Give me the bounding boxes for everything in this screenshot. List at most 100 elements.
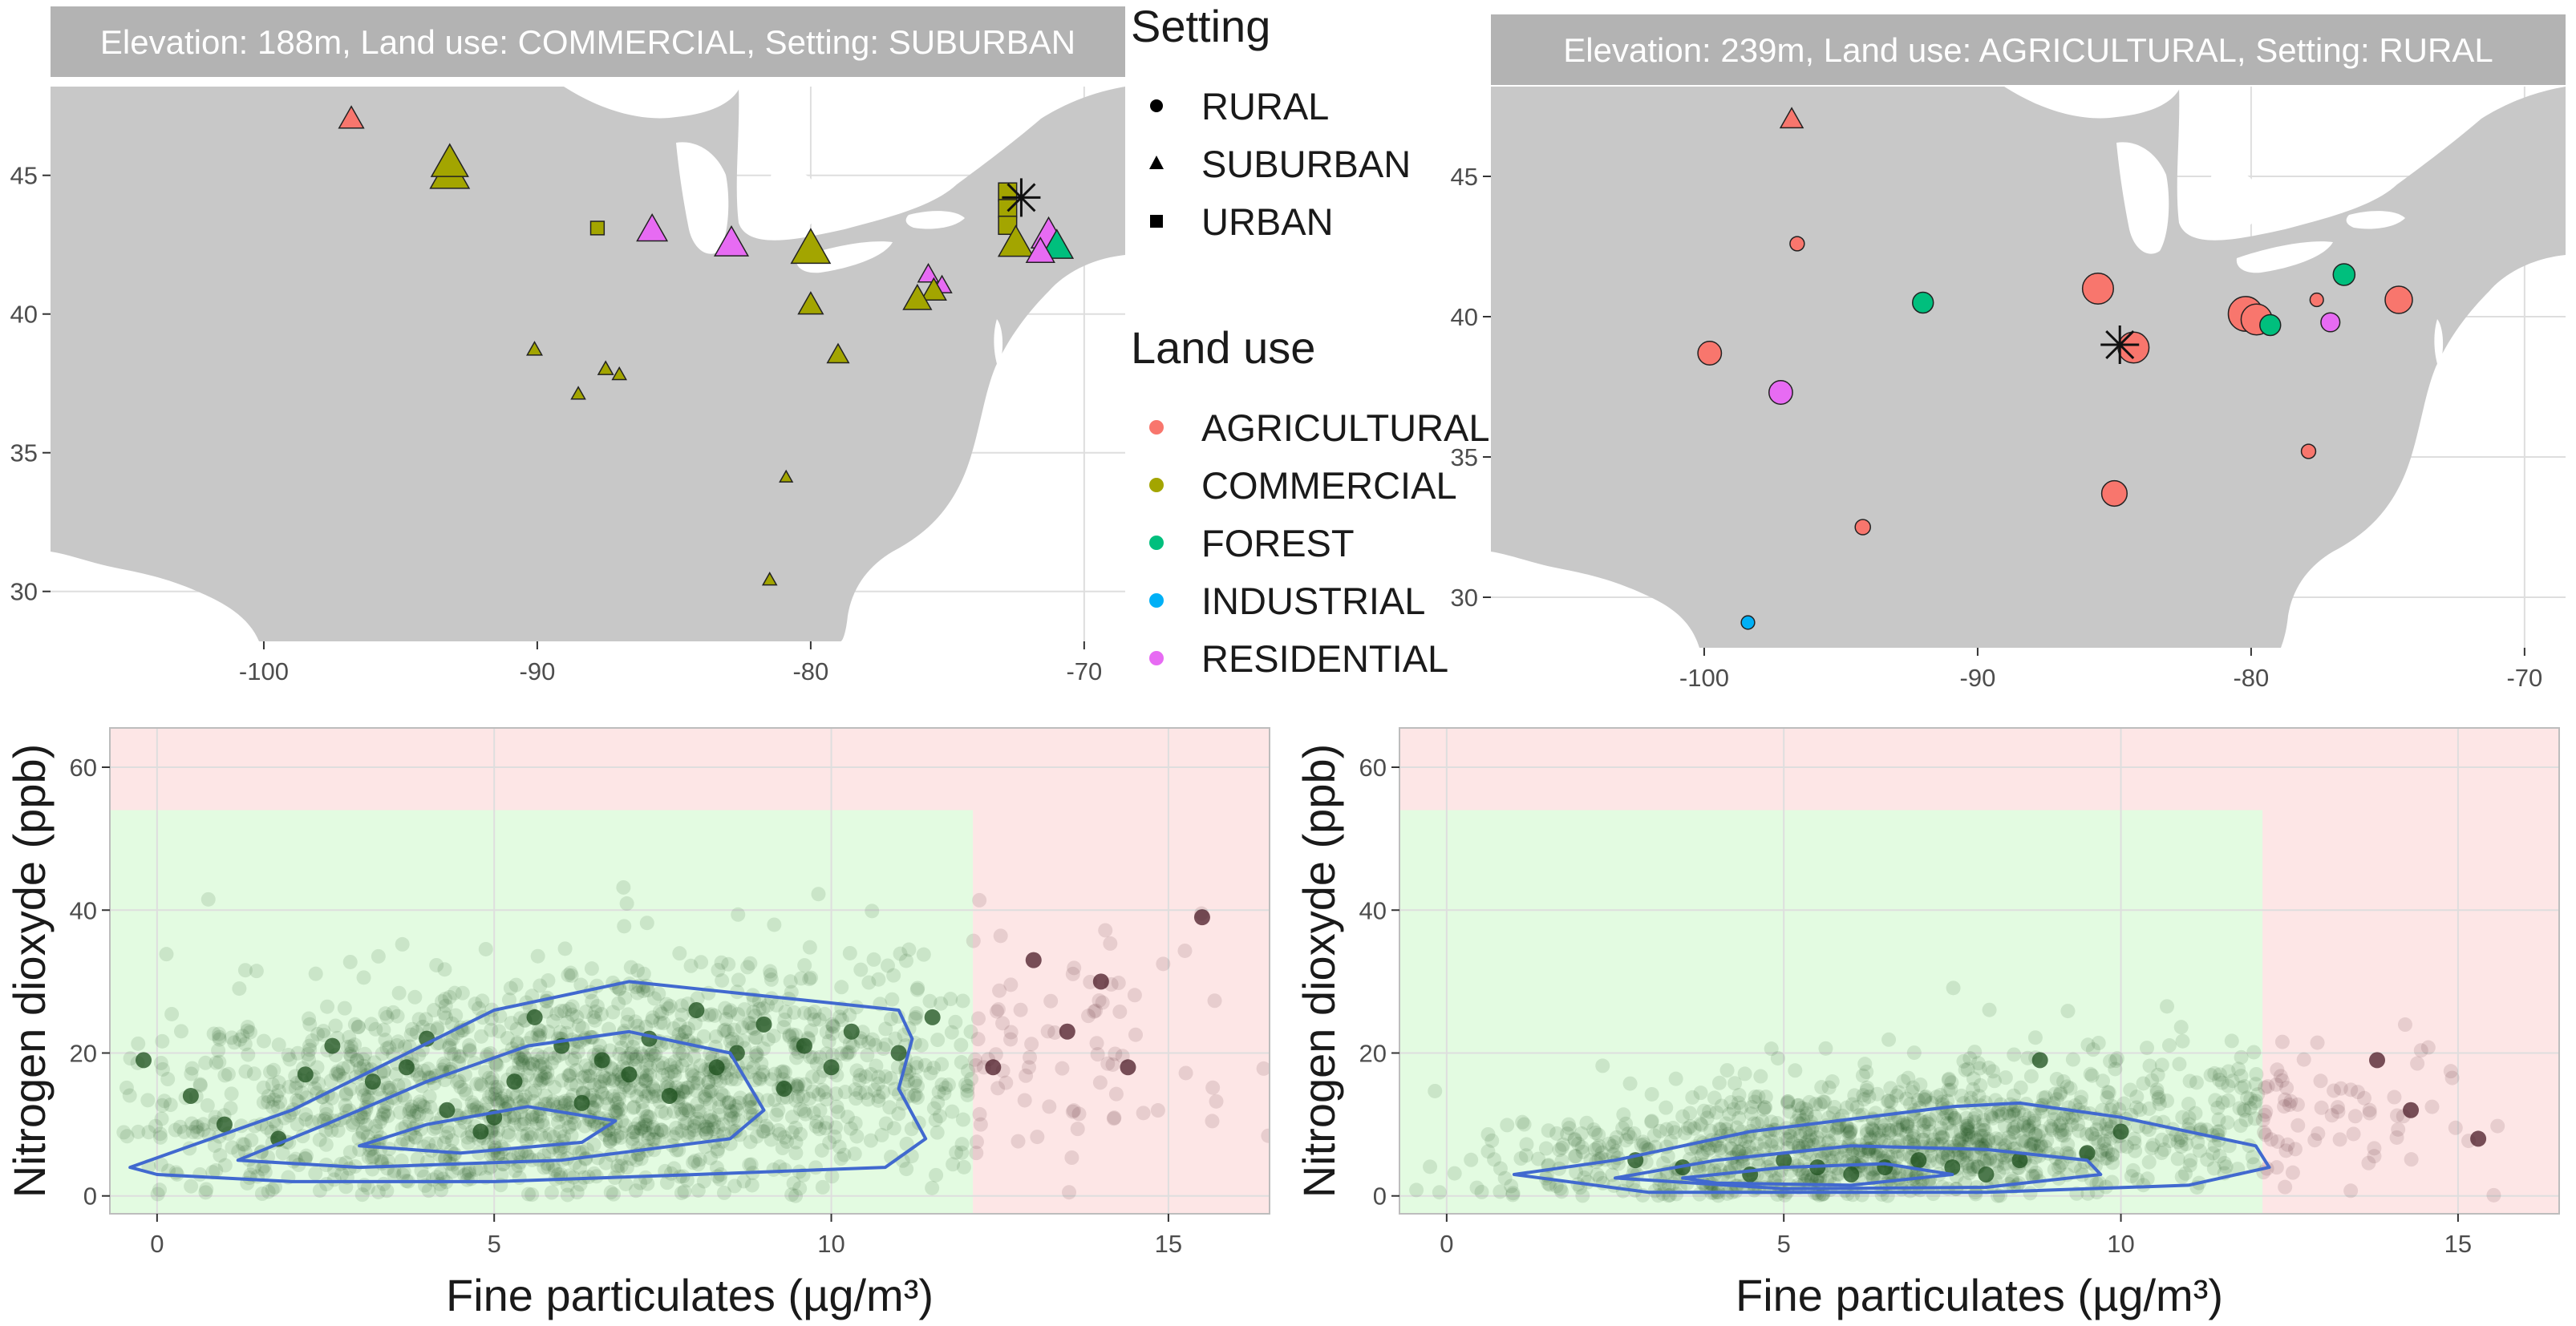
observation-point <box>1974 1129 1989 1144</box>
observation-point <box>2183 1153 2198 1168</box>
observation-point <box>1003 1025 1019 1040</box>
observation-point <box>763 1072 779 1087</box>
observation-point <box>667 1054 682 1069</box>
observation-point <box>858 1069 873 1084</box>
observation-point <box>763 964 778 979</box>
observation-point <box>567 1116 582 1131</box>
observation-point <box>704 1113 719 1128</box>
observation-point <box>2249 1066 2264 1081</box>
triangle-shape-icon <box>1149 156 1164 169</box>
observation-point <box>1918 1092 1933 1107</box>
observation-point <box>618 1118 633 1133</box>
observation-point <box>2390 1108 2405 1123</box>
observation-point <box>330 1123 346 1138</box>
observation-point <box>916 947 931 962</box>
observation-point <box>653 1015 668 1030</box>
observation-point <box>524 1130 539 1145</box>
observation-point <box>582 1061 597 1076</box>
observation-point <box>1792 1129 1808 1144</box>
observation-point <box>1998 1070 2013 1085</box>
observation-point <box>1960 1121 1975 1136</box>
observation-point <box>2021 1122 2036 1138</box>
observation-point <box>1981 1131 1996 1146</box>
observation-point <box>2023 1069 2039 1084</box>
observation-point <box>544 1185 559 1200</box>
observation-point <box>1804 1133 1820 1148</box>
observation-point <box>690 1111 705 1126</box>
observation-point <box>646 1132 661 1147</box>
observation-point <box>899 1162 914 1177</box>
observation-point <box>2038 1139 2053 1154</box>
observation-point <box>606 1073 621 1089</box>
observation-point <box>534 1073 549 1088</box>
observation-point <box>967 1052 982 1067</box>
observation-point <box>586 1102 601 1117</box>
observation-point <box>646 1132 662 1147</box>
observation-point <box>1713 1143 1728 1158</box>
observation-point <box>2091 1134 2106 1150</box>
observation-point <box>2362 1106 2377 1121</box>
observation-point <box>423 1100 438 1115</box>
observation-point <box>538 1088 553 1103</box>
observation-point <box>343 1039 358 1054</box>
observation-point <box>1644 1086 1659 1102</box>
observation-point <box>788 1146 804 1161</box>
observation-point <box>1967 1149 1983 1164</box>
observation-point <box>1711 1075 1727 1090</box>
observation-point-dense <box>1944 1159 1961 1176</box>
observation-point <box>760 1093 776 1108</box>
observation-point <box>716 1126 731 1142</box>
observation-point <box>1962 1051 1978 1066</box>
observation-point <box>843 1121 858 1136</box>
observation-point <box>784 1110 800 1125</box>
observation-point <box>600 1097 615 1112</box>
observation-point <box>595 1086 610 1102</box>
observation-point <box>1663 1134 1679 1149</box>
observation-point <box>1947 1112 1962 1127</box>
observation-point <box>680 1102 695 1118</box>
legend-setting-item-rural: RURAL <box>1150 85 1329 127</box>
observation-point <box>1959 1156 1975 1171</box>
observation-point <box>703 1110 718 1125</box>
observation-point <box>1758 1100 1773 1115</box>
observation-point <box>598 1090 614 1106</box>
observation-point <box>379 1009 395 1025</box>
observation-point <box>1712 1122 1727 1137</box>
observation-point <box>346 1115 361 1130</box>
observation-point <box>1934 1121 1949 1136</box>
observation-point <box>811 887 826 902</box>
observation-point <box>699 1126 714 1141</box>
observation-point <box>356 970 371 985</box>
observation-point <box>909 982 925 997</box>
observation-point <box>2036 1090 2051 1106</box>
observation-point <box>2145 1073 2160 1088</box>
observation-point <box>968 1057 983 1073</box>
scatter-right-gridlines <box>1399 728 2559 1214</box>
observation-point <box>834 980 849 995</box>
observation-point <box>579 1142 594 1157</box>
sc-right-x-tick-label: 10 <box>2107 1230 2134 1258</box>
observation-point <box>1780 1132 1796 1147</box>
observation-point <box>1839 1118 1854 1134</box>
observation-point <box>784 984 799 1000</box>
observation-point <box>620 1050 635 1065</box>
observation-point <box>1554 1154 1569 1169</box>
observation-point <box>573 1160 588 1175</box>
observation-point <box>1127 988 1142 1003</box>
observation-point <box>1822 1170 1837 1186</box>
observation-point <box>958 1077 974 1092</box>
observation-point <box>200 1098 215 1113</box>
observation-point <box>1982 1002 1997 1017</box>
observation-point <box>435 1171 451 1187</box>
observation-point <box>1968 1187 1983 1202</box>
observation-point <box>2104 1174 2120 1190</box>
observation-point <box>1970 1056 1986 1071</box>
observation-point <box>1821 1134 1837 1149</box>
legend-landuse-item-residential: RESIDENTIAL <box>1149 637 1448 680</box>
observation-point <box>2056 1110 2071 1126</box>
observation-point <box>547 1162 562 1178</box>
observation-point <box>275 1146 290 1161</box>
observation-point <box>790 1081 805 1096</box>
observation-point <box>390 1038 405 1053</box>
observation-point <box>2097 1151 2112 1166</box>
